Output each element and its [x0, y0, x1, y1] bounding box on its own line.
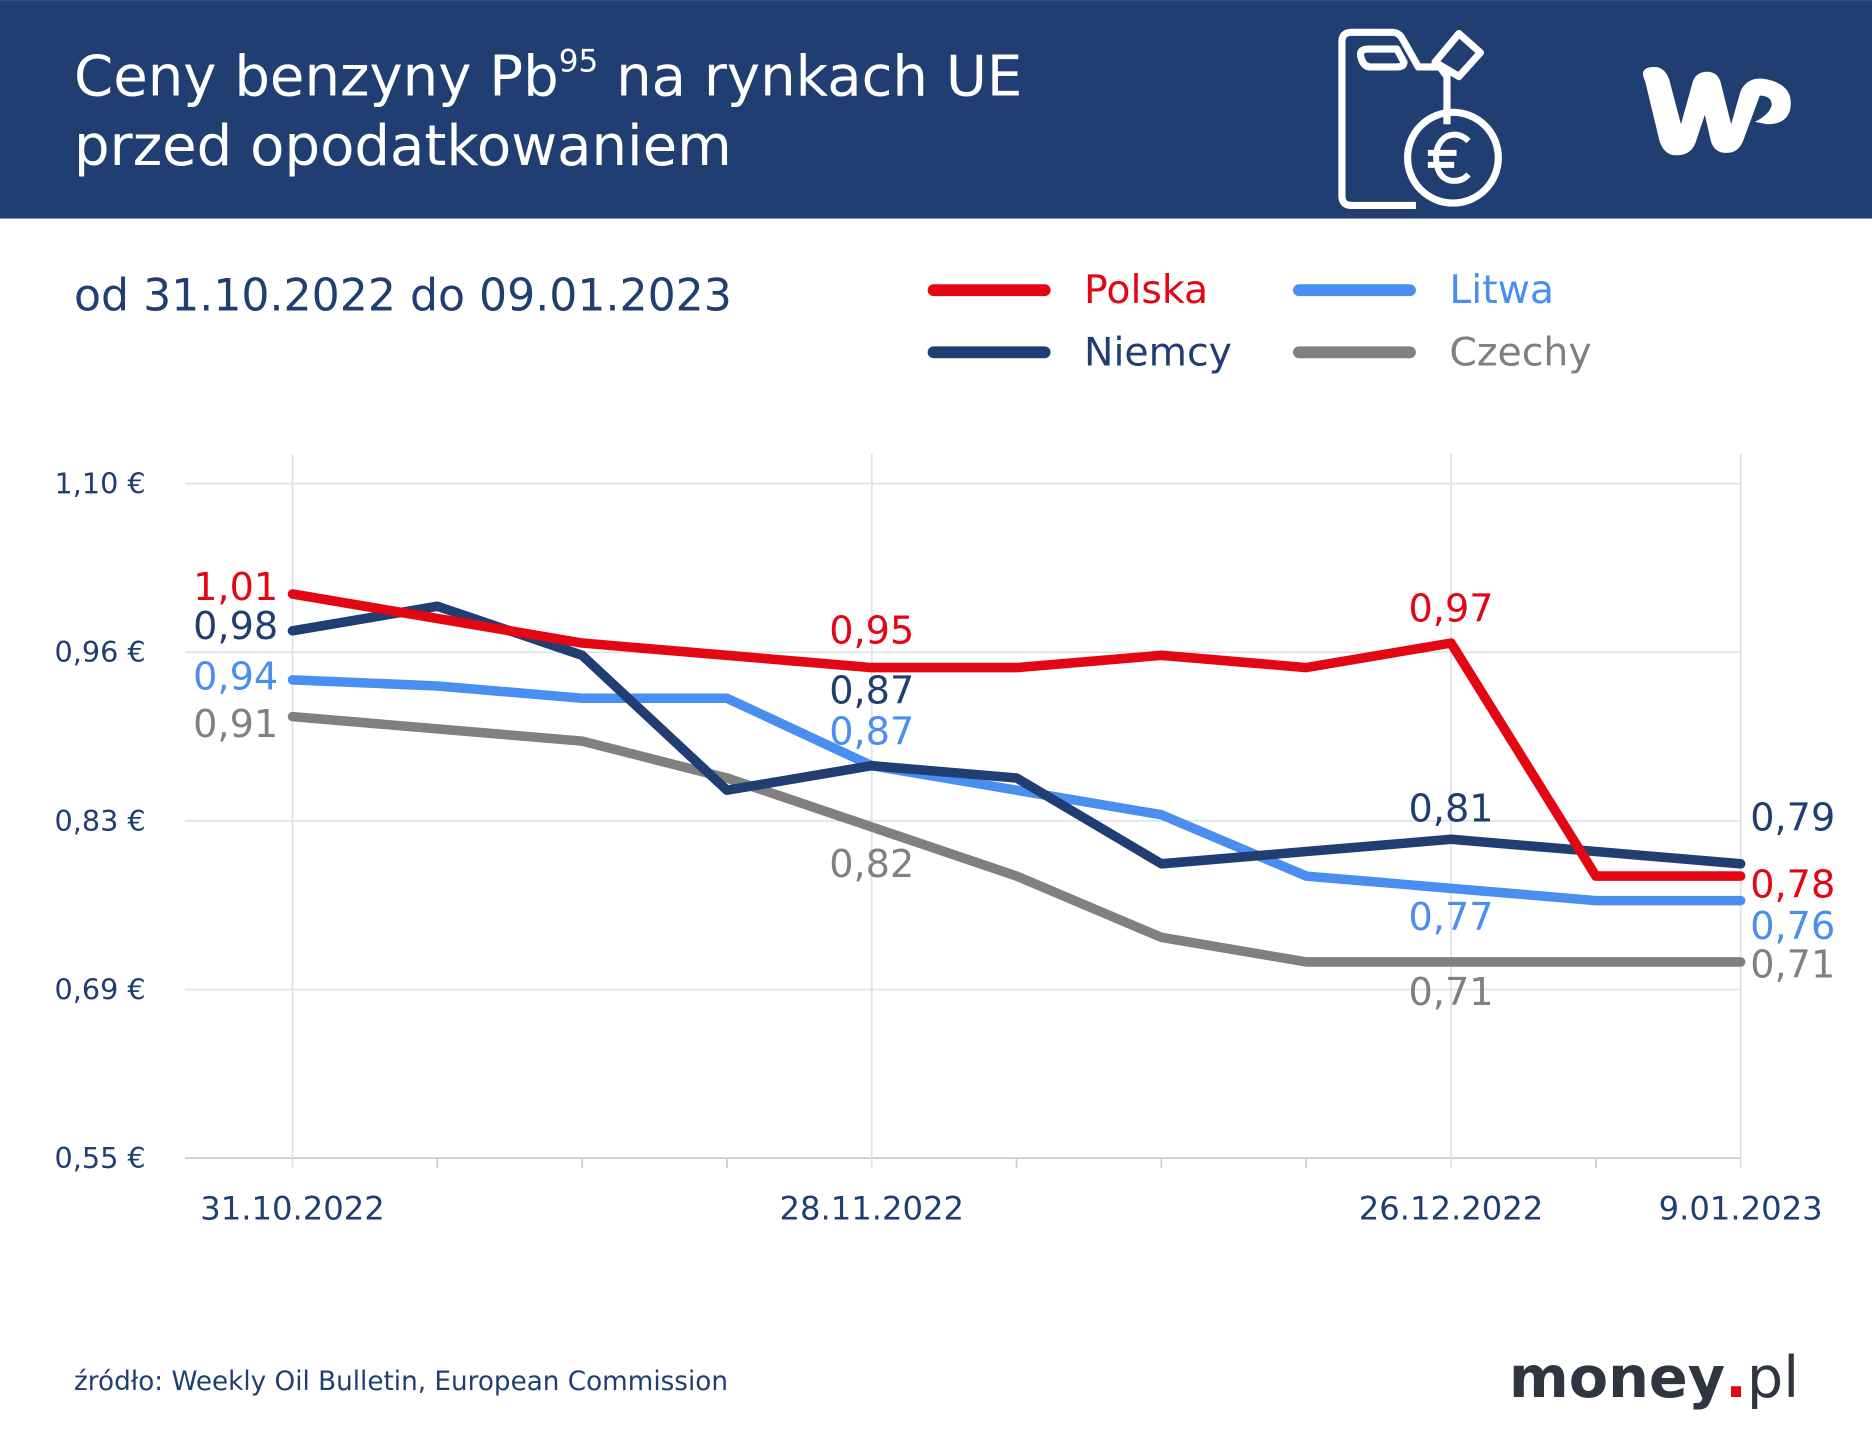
series-lines	[287, 589, 1746, 967]
data-label-polska: 0,97	[1409, 588, 1494, 632]
grid	[185, 453, 1742, 1168]
fuel-canister-euro-icon	[1338, 28, 1502, 210]
legend: Polska Niemcy Litwa Czechy	[927, 267, 1592, 375]
y-tick-label: 0,55 €	[55, 1141, 146, 1175]
x-tick-label: 28.11.2022	[780, 1189, 964, 1227]
y-tick-label: 0,83 €	[55, 804, 146, 838]
legend-label-polska: Polska	[1084, 267, 1208, 313]
data-label-czechy: 0,71	[1750, 944, 1835, 988]
x-tick-label: 26.12.2022	[1359, 1189, 1543, 1227]
data-labels: 1,01 0,95 0,97 0,78 0,98 0,87 0,81 0,79 0,94 0,87…	[193, 566, 1835, 1015]
series-line-czechy	[287, 711, 1746, 967]
data-label-polska: 1,01	[193, 566, 278, 610]
source-note: źródło: Weekly Oil Bulletin, European Co…	[74, 1367, 728, 1397]
x-tick-label: 9.01.2023	[1659, 1189, 1823, 1227]
subtitle: od 31.10.2022 do 09.01.2023	[74, 271, 732, 322]
title-line-1: Ceny benzyny Pb95 na rynkach UE	[74, 44, 1022, 110]
y-tick-label: 0,69 €	[55, 973, 146, 1007]
data-label-litwa: 0,76	[1750, 905, 1835, 949]
data-label-litwa: 0,77	[1409, 896, 1494, 940]
data-label-niemcy: 0,79	[1750, 796, 1835, 840]
data-label-czechy: 0,91	[193, 703, 278, 747]
data-label-polska: 0,78	[1750, 864, 1835, 908]
data-label-litwa: 0,87	[829, 710, 914, 754]
legend-label-czechy: Czechy	[1449, 329, 1591, 375]
title-line-2: przed opodatkowaniem	[74, 114, 732, 179]
legend-label-niemcy: Niemcy	[1084, 329, 1232, 375]
data-label-czechy: 0,82	[829, 843, 914, 887]
data-label-polska: 0,95	[829, 610, 914, 654]
data-label-litwa: 0,94	[193, 655, 278, 699]
legend-label-litwa: Litwa	[1449, 267, 1554, 313]
data-label-niemcy: 0,81	[1409, 787, 1494, 831]
series-line-polska	[287, 589, 1746, 881]
x-tick-label: 31.10.2022	[200, 1189, 384, 1227]
series-line-litwa	[287, 675, 1746, 906]
axes: 1,10 € 0,96 € 0,83 € 0,69 € 0,55 € 31.10.2022…	[55, 467, 1823, 1228]
header-band	[0, 0, 1872, 219]
wp-logo	[1643, 66, 1791, 156]
data-label-czechy: 0,71	[1409, 971, 1494, 1015]
data-label-niemcy: 0,87	[829, 670, 914, 714]
data-label-niemcy: 0,98	[193, 605, 278, 649]
y-tick-label: 1,10 €	[55, 467, 146, 501]
y-tick-label: 0,96 €	[55, 635, 146, 669]
money-pl-logo: money.pl	[1509, 1344, 1799, 1411]
